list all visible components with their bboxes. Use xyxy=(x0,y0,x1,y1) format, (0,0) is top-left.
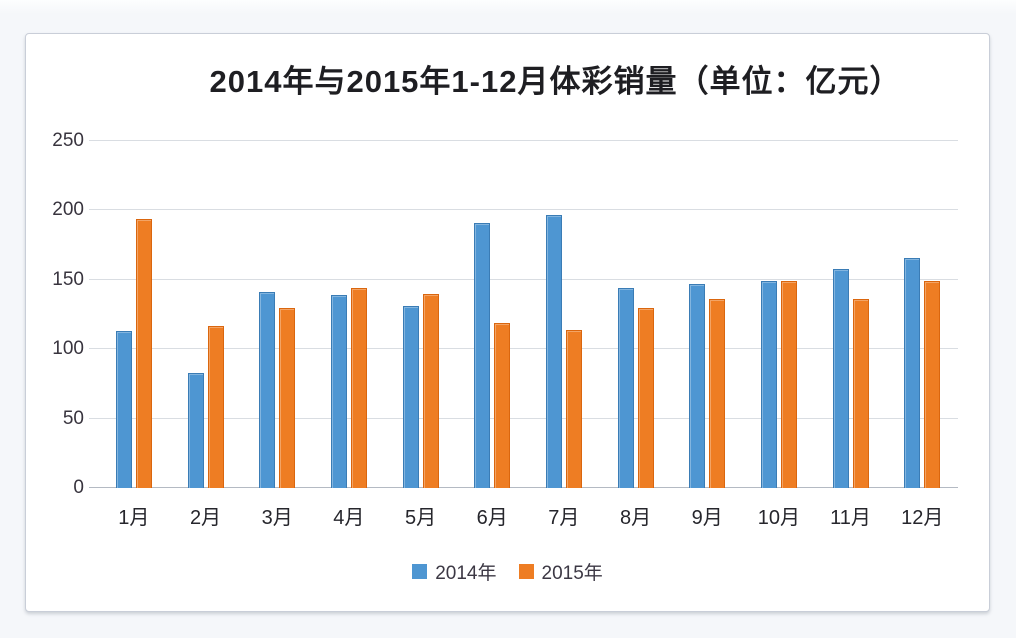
legend-label-2014: 2014年 xyxy=(435,563,497,584)
x-axis-label-5月: 5月 xyxy=(404,507,437,529)
bar-2015年-4月 xyxy=(350,288,367,488)
bar-group-2月: 2月 xyxy=(170,141,242,529)
x-axis-label-6月: 6月 xyxy=(476,507,508,529)
x-axis-label-8月: 8月 xyxy=(619,507,652,529)
bar-group-7月: 7月 xyxy=(528,141,600,529)
bar-group-11月: 11月 xyxy=(815,141,887,529)
bar-2015年-10月 xyxy=(780,281,797,488)
bar-2015年-2月 xyxy=(207,325,224,488)
bar-2015年-9月 xyxy=(709,299,726,488)
x-axis-label-10月: 10月 xyxy=(757,507,800,529)
bar-2015年-6月 xyxy=(494,322,511,488)
bar-2014年-2月 xyxy=(187,372,204,488)
chart-frame: 2014年与2015年1-12月体彩销量（单位：亿元） 1月 2月 3月 4月 5月 6月… xyxy=(25,33,990,612)
legend-swatch-2014-icon xyxy=(412,564,428,579)
bar-group-6月: 6月 xyxy=(456,141,528,529)
gridline-250 xyxy=(89,140,958,141)
gridline-50 xyxy=(89,417,958,419)
bar-2014年-8月 xyxy=(617,288,634,488)
legend-item-2014: 2014年 xyxy=(412,558,497,585)
legend-item-2015: 2015年 xyxy=(518,558,603,585)
x-axis-label-9月: 9月 xyxy=(691,507,723,529)
y-tick-label-0: 0 xyxy=(73,477,84,498)
y-tick-label-200: 200 xyxy=(52,199,84,221)
bar-2015年-12月 xyxy=(924,281,941,488)
bar-2014年-3月 xyxy=(259,292,276,488)
x-axis-line xyxy=(89,487,958,488)
bar-group-5月: 5月 xyxy=(385,141,457,529)
bar-2015年-11月 xyxy=(852,299,869,488)
y-tick-label-50: 50 xyxy=(62,407,84,429)
bar-2015年-3月 xyxy=(279,307,296,488)
y-tick-label-150: 150 xyxy=(52,268,84,290)
bar-2015年-8月 xyxy=(637,307,654,488)
bar-2014年-12月 xyxy=(904,257,921,488)
bar-2014年-7月 xyxy=(545,214,562,488)
x-axis-label-11月: 11月 xyxy=(830,507,871,529)
bar-2014年-10月 xyxy=(760,281,777,488)
bar-2014年-4月 xyxy=(330,295,347,488)
bar-group-12月: 12月 xyxy=(886,141,958,529)
bar-2015年-7月 xyxy=(565,329,582,488)
bar-group-1月: 1月 xyxy=(98,141,170,529)
bar-2015年-1月 xyxy=(135,218,152,488)
y-tick-label-250: 250 xyxy=(52,130,84,151)
bar-2014年-11月 xyxy=(832,268,849,488)
bar-group-8月: 8月 xyxy=(600,141,672,529)
bar-group-10月: 10月 xyxy=(743,141,815,529)
x-axis-label-7月: 7月 xyxy=(548,507,580,529)
legend-swatch-2015-icon xyxy=(518,564,534,579)
y-tick-label-100: 100 xyxy=(52,338,84,360)
x-axis-label-12月: 12月 xyxy=(901,507,944,529)
gridline-200 xyxy=(89,209,958,211)
gridline-150 xyxy=(89,278,958,280)
legend: 2014年 2015年 xyxy=(26,558,989,585)
gridline-100 xyxy=(89,348,958,350)
bar-group-9月: 9月 xyxy=(671,141,743,529)
bar-2014年-1月 xyxy=(115,331,132,488)
x-axis-label-4月: 4月 xyxy=(333,507,365,529)
x-axis-label-2月: 2月 xyxy=(189,507,222,529)
x-axis-label-1月: 1月 xyxy=(118,507,150,529)
bar-group-3月: 3月 xyxy=(241,141,313,529)
bar-2014年-5月 xyxy=(402,306,419,488)
legend-label-2015: 2015年 xyxy=(541,563,603,584)
bar-2015年-5月 xyxy=(422,293,439,488)
x-axis-label-3月: 3月 xyxy=(261,507,293,529)
bar-2014年-6月 xyxy=(474,222,491,488)
bar-group-4月: 4月 xyxy=(313,141,385,529)
plot-area: 1月 2月 3月 4月 5月 6月 7月 8月 9月 10月 11月 12月 xyxy=(89,140,958,529)
chart-title: 2014年与2015年1-12月体彩销量（单位：亿元） xyxy=(209,64,902,99)
bar-2014年-9月 xyxy=(689,283,706,488)
